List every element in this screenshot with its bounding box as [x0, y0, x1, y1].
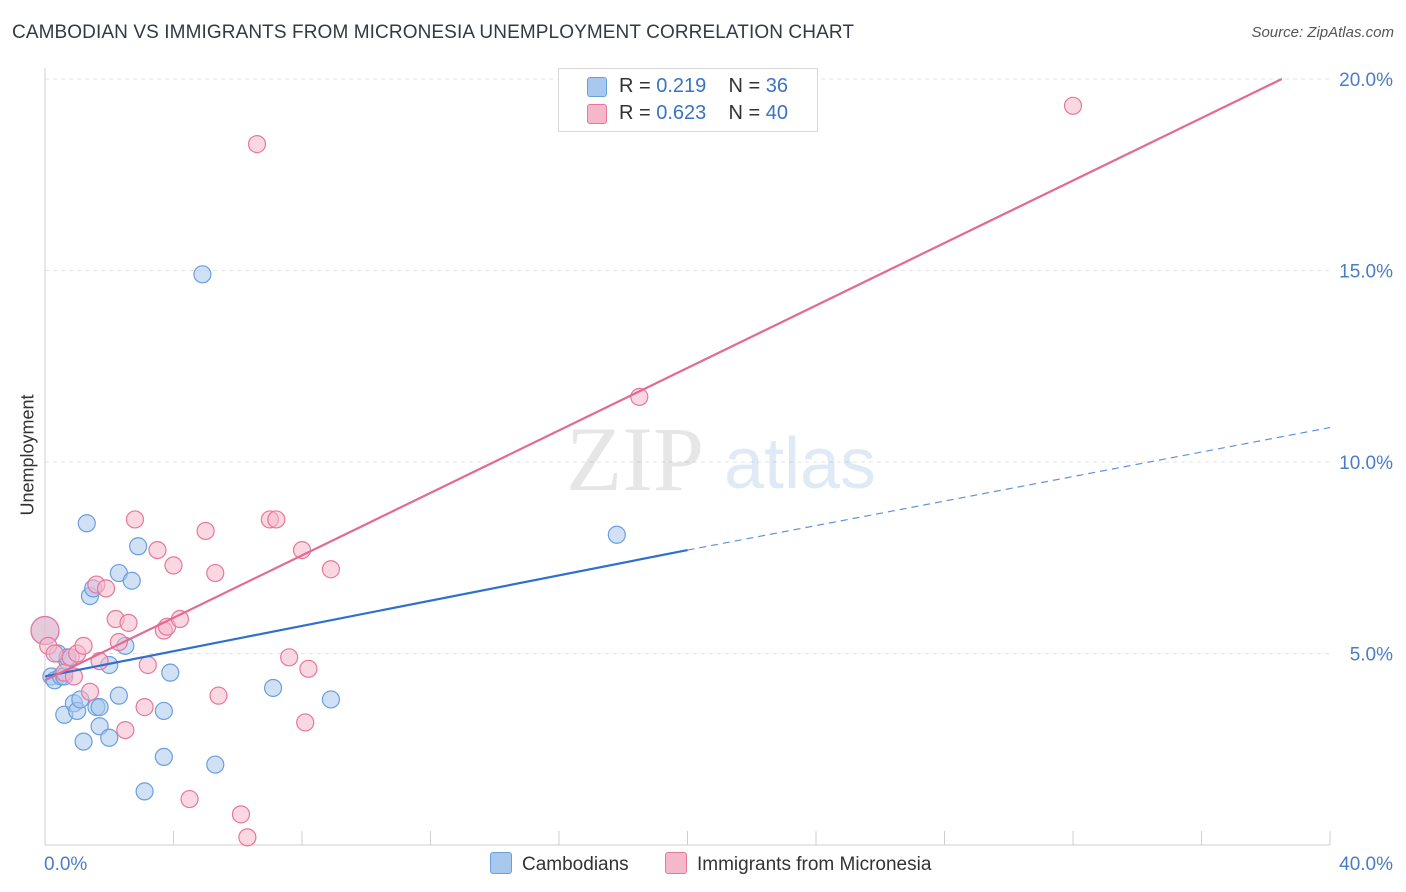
micronesia-point: [231, 805, 251, 824]
cambodian-trendline-extension: [687, 426, 1331, 551]
n-value: 40: [765, 102, 789, 124]
micronesia-point: [280, 648, 299, 667]
micronesia-point: [74, 636, 93, 655]
legend-item-micronesia[interactable]: Immigrants from Micronesia: [665, 852, 931, 876]
source-label: Source: ZipAtlas.com: [1251, 24, 1394, 41]
cambodian-point: [321, 690, 341, 709]
cambodian-point: [90, 698, 109, 717]
watermark-zip: ZIP: [566, 408, 704, 510]
n-label: N =: [728, 102, 766, 124]
legend-label: Immigrants from Micronesia: [697, 854, 932, 875]
cambodian-point: [193, 265, 212, 284]
y-tick-label: 15.0%: [1339, 262, 1393, 283]
tick-labels: 5.0% 10.0% 15.0% 20.0% 0.0% 40.0%: [44, 70, 1393, 875]
cambodian-trendline: [44, 549, 688, 678]
cambodian-point: [154, 747, 173, 767]
cambodian-point: [100, 728, 119, 747]
cambodian-point: [77, 514, 96, 533]
n-label: N =: [728, 75, 766, 97]
micronesia-point: [170, 609, 190, 629]
cambodian-point: [129, 537, 148, 556]
micronesia-point: [164, 556, 183, 575]
y-tick-label: 5.0%: [1350, 645, 1393, 666]
legend-row-cambodians: R = 0.219 N = 36: [619, 75, 788, 98]
cambodian-point: [206, 755, 225, 774]
watermark-atlas: atlas: [724, 424, 876, 504]
cambodian-point: [135, 782, 154, 801]
y-tick-label: 10.0%: [1339, 453, 1393, 474]
x-tick-label: 0.0%: [44, 854, 87, 875]
data-points: [30, 96, 1083, 847]
micronesia-point: [148, 540, 167, 560]
micronesia-point: [299, 659, 318, 678]
r-label: R =: [619, 102, 657, 124]
micronesia-point: [1063, 96, 1083, 115]
legend-swatch: [490, 852, 512, 874]
r-label: R =: [619, 75, 657, 97]
legend-row-micronesia: R = 0.623 N = 40: [619, 102, 788, 125]
legend-swatch-cambodians: [587, 77, 607, 97]
cambodian-point: [607, 525, 626, 544]
micronesia-point: [138, 655, 157, 675]
micronesia-point: [96, 579, 116, 598]
r-value: 0.219: [656, 75, 707, 97]
micronesia-point: [180, 789, 199, 809]
micronesia-point: [196, 521, 215, 541]
cambodian-point: [154, 701, 173, 721]
cambodian-point: [122, 571, 141, 590]
legend-swatch-micronesia: [587, 104, 607, 124]
legend-label: Cambodians: [522, 854, 629, 875]
micronesia-trendline: [44, 78, 1283, 682]
chart-title: CAMBODIAN VS IMMIGRANTS FROM MICRONESIA …: [12, 22, 855, 43]
n-value: 36: [765, 75, 789, 97]
legend-item-cambodians[interactable]: Cambodians: [490, 852, 629, 876]
grid-lines: [45, 78, 1330, 654]
cambodian-point: [74, 732, 93, 751]
micronesia-point: [125, 510, 145, 529]
micronesia-point: [267, 510, 286, 529]
micronesia-point: [119, 613, 138, 632]
micronesia-point: [321, 560, 341, 579]
correlation-legend: R = 0.219 N = 36 R = 0.623 N = 40: [558, 68, 818, 132]
cambodian-point: [263, 678, 283, 698]
r-value: 0.623: [656, 102, 707, 124]
legend-swatch: [665, 852, 687, 874]
trend-lines: [44, 78, 1331, 682]
micronesia-point: [45, 644, 64, 663]
micronesia-point: [238, 828, 257, 847]
micronesia-point: [209, 686, 228, 705]
micronesia-point: [296, 713, 315, 732]
micronesia-point: [135, 698, 154, 717]
micronesia-point: [247, 135, 267, 154]
axes: [44, 68, 1331, 846]
cambodian-point: [161, 663, 180, 682]
watermark: ZIP atlas: [566, 408, 876, 510]
x-tick-label: 40.0%: [1339, 854, 1393, 875]
cambodian-point: [109, 686, 128, 705]
y-tick-label: 20.0%: [1339, 70, 1393, 91]
micronesia-point: [206, 563, 225, 583]
micronesia-point: [116, 720, 135, 740]
micronesia-point: [80, 682, 100, 701]
